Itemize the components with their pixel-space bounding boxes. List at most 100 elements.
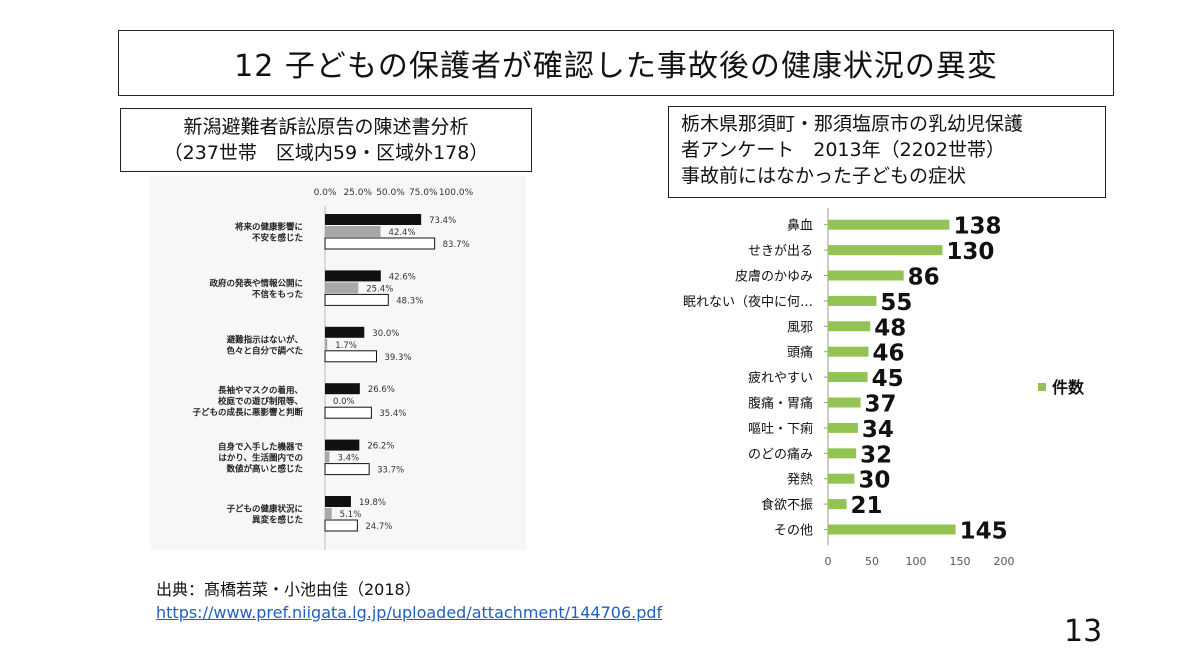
left-bar-value-label: 19.8% (359, 498, 386, 508)
left-category-label: 子どもの健康状況に (226, 504, 303, 515)
page-number: 13 (1064, 614, 1103, 649)
left-x-tick-label: 25.0% (343, 188, 372, 198)
right-x-tick-label: 150 (950, 555, 971, 568)
left-bar (325, 508, 332, 519)
left-category-label: 避難指示はないが、 (227, 334, 303, 345)
right-x-tick-label: 100 (906, 555, 927, 568)
legend-swatch (1038, 383, 1046, 391)
right-bar (828, 473, 855, 484)
left-bar-value-label: 26.2% (367, 442, 394, 452)
left-category-label: 長袖やマスクの着用、 (218, 385, 303, 396)
left-bar (324, 237, 436, 250)
right-bar-value-label: 37 (865, 392, 897, 418)
right-category-label: その他 (774, 524, 813, 539)
left-category-label: 不安を感じた (252, 233, 303, 244)
left-bar-value-label: 3.4% (337, 454, 359, 464)
right-bar-value-label: 46 (872, 341, 904, 367)
right-bar-value-label: 130 (946, 239, 994, 265)
right-caption-line3: 事故前にはなかった子どもの症状 (681, 165, 967, 187)
right-bar-value-label: 138 (953, 214, 1001, 240)
slide-title: 12 子どもの保護者が確認した事故後の健康状況の異変 (118, 30, 1114, 96)
left-category-label: 将来の健康影響に (235, 222, 303, 233)
right-bar (828, 321, 871, 332)
left-bar (325, 326, 365, 338)
right-category-label: 食欲不振 (761, 497, 813, 513)
left-bar-value-label: 24.7% (365, 522, 392, 532)
left-bar-chart: 0.0% 25.0% 50.0% 75.0% 100.0% 将来の健康影響に 不安を感じた 7… (150, 176, 526, 550)
right-bar-value-label: 145 (960, 519, 1008, 545)
right-bar (828, 499, 847, 510)
right-bar-value-label: 86 (908, 265, 940, 291)
right-category-label: 腹痛・胃痛 (748, 396, 813, 412)
right-category-label: 眠れない（夜中に何… (683, 294, 813, 310)
right-bar (828, 295, 877, 306)
left-category-label: 不信をもった (252, 289, 303, 300)
right-bar (828, 422, 858, 433)
left-bar (324, 463, 370, 476)
left-bar (325, 270, 381, 282)
left-category-label: 政府の発表や情報公開に (209, 278, 303, 289)
source-link[interactable]: https://www.pref.niigata.lg.jp/uploaded/… (156, 603, 663, 622)
right-category-label: 皮膚のかゆみ (735, 269, 813, 285)
right-caption-line2: 者アンケート 2013年（2202世帯） (681, 139, 1005, 161)
right-chart-caption: 栃木県那須町・那須塩原市の乳幼児保護 者アンケート 2013年（2202世帯） … (668, 106, 1106, 198)
left-bar-value-label: 33.7% (377, 466, 404, 476)
right-bar (828, 245, 943, 256)
left-x-tick-label: 0.0% (314, 188, 337, 198)
left-bar (325, 451, 330, 463)
legend-label: 件数 (1052, 378, 1085, 397)
left-bar-value-label: 25.4% (366, 284, 393, 294)
left-category-label: 異変を感じた (252, 515, 303, 526)
right-bar (828, 448, 857, 459)
left-category-label: 子どもの成長に悪影響と判断 (192, 407, 303, 418)
left-caption-line2: （237世帯 区域内59・区域外178） (163, 142, 489, 164)
right-bar-value-label: 21 (850, 493, 882, 519)
left-bar-value-label: 0.0% (333, 397, 355, 407)
source-citation: 出典：髙橋若菜・小池由佳（2018） https://www.pref.niig… (156, 578, 662, 624)
left-bar (324, 293, 389, 306)
right-category-label: 発熱 (787, 473, 813, 488)
left-category-label: 色々と自分で調べた (226, 345, 303, 356)
right-bar-value-label: 48 (874, 315, 906, 341)
left-bar-value-label: 48.3% (396, 296, 423, 306)
left-category-label: はかり、生活圏内での (218, 453, 303, 464)
left-bar (325, 496, 351, 507)
right-bar-value-label: 45 (872, 366, 904, 392)
left-category-label: 数値が高いと感じた (226, 464, 303, 475)
left-bar (324, 406, 372, 419)
right-bar-value-label: 32 (860, 442, 892, 468)
right-category-label: 風邪 (787, 320, 813, 335)
right-bar (828, 372, 868, 383)
right-bar (828, 270, 904, 281)
left-bar-value-label: 39.3% (384, 353, 411, 363)
right-bar (828, 397, 861, 408)
right-category-label: せきが出る (748, 244, 813, 259)
left-bar-value-label: 35.4% (379, 409, 406, 419)
right-category-label: 頭痛 (787, 345, 813, 361)
right-bar-value-label: 30 (858, 468, 890, 494)
right-x-tick-label: 50 (865, 555, 879, 568)
right-bar-value-label: 55 (880, 290, 912, 316)
left-bar (325, 383, 360, 395)
left-bar-value-label: 83.7% (443, 240, 470, 250)
left-category-label: 校庭での遊び制限等、 (218, 396, 303, 407)
left-category-label: 自身で入手した機器で (218, 442, 304, 453)
right-bar (828, 524, 956, 535)
right-bar-value-label: 34 (862, 417, 894, 443)
left-bar-value-label: 73.4% (429, 216, 456, 226)
left-bar-value-label: 42.4% (389, 228, 416, 238)
right-bar (828, 346, 869, 357)
left-bar (325, 226, 381, 237)
left-bar (325, 282, 359, 294)
right-category-label: のどの痛み (748, 446, 813, 462)
left-x-tick-label: 50.0% (376, 188, 405, 198)
left-bar (324, 519, 358, 532)
left-bar-value-label: 26.6% (368, 385, 395, 395)
left-bar-value-label: 1.7% (335, 341, 357, 351)
left-bar-value-label: 30.0% (372, 329, 399, 339)
left-bar (325, 439, 360, 451)
left-caption-line1: 新潟避難者訴訟原告の陳述書分析 (183, 116, 469, 138)
left-bar-value-label: 5.1% (340, 510, 362, 520)
right-category-label: 嘔吐・下痢 (748, 421, 813, 437)
